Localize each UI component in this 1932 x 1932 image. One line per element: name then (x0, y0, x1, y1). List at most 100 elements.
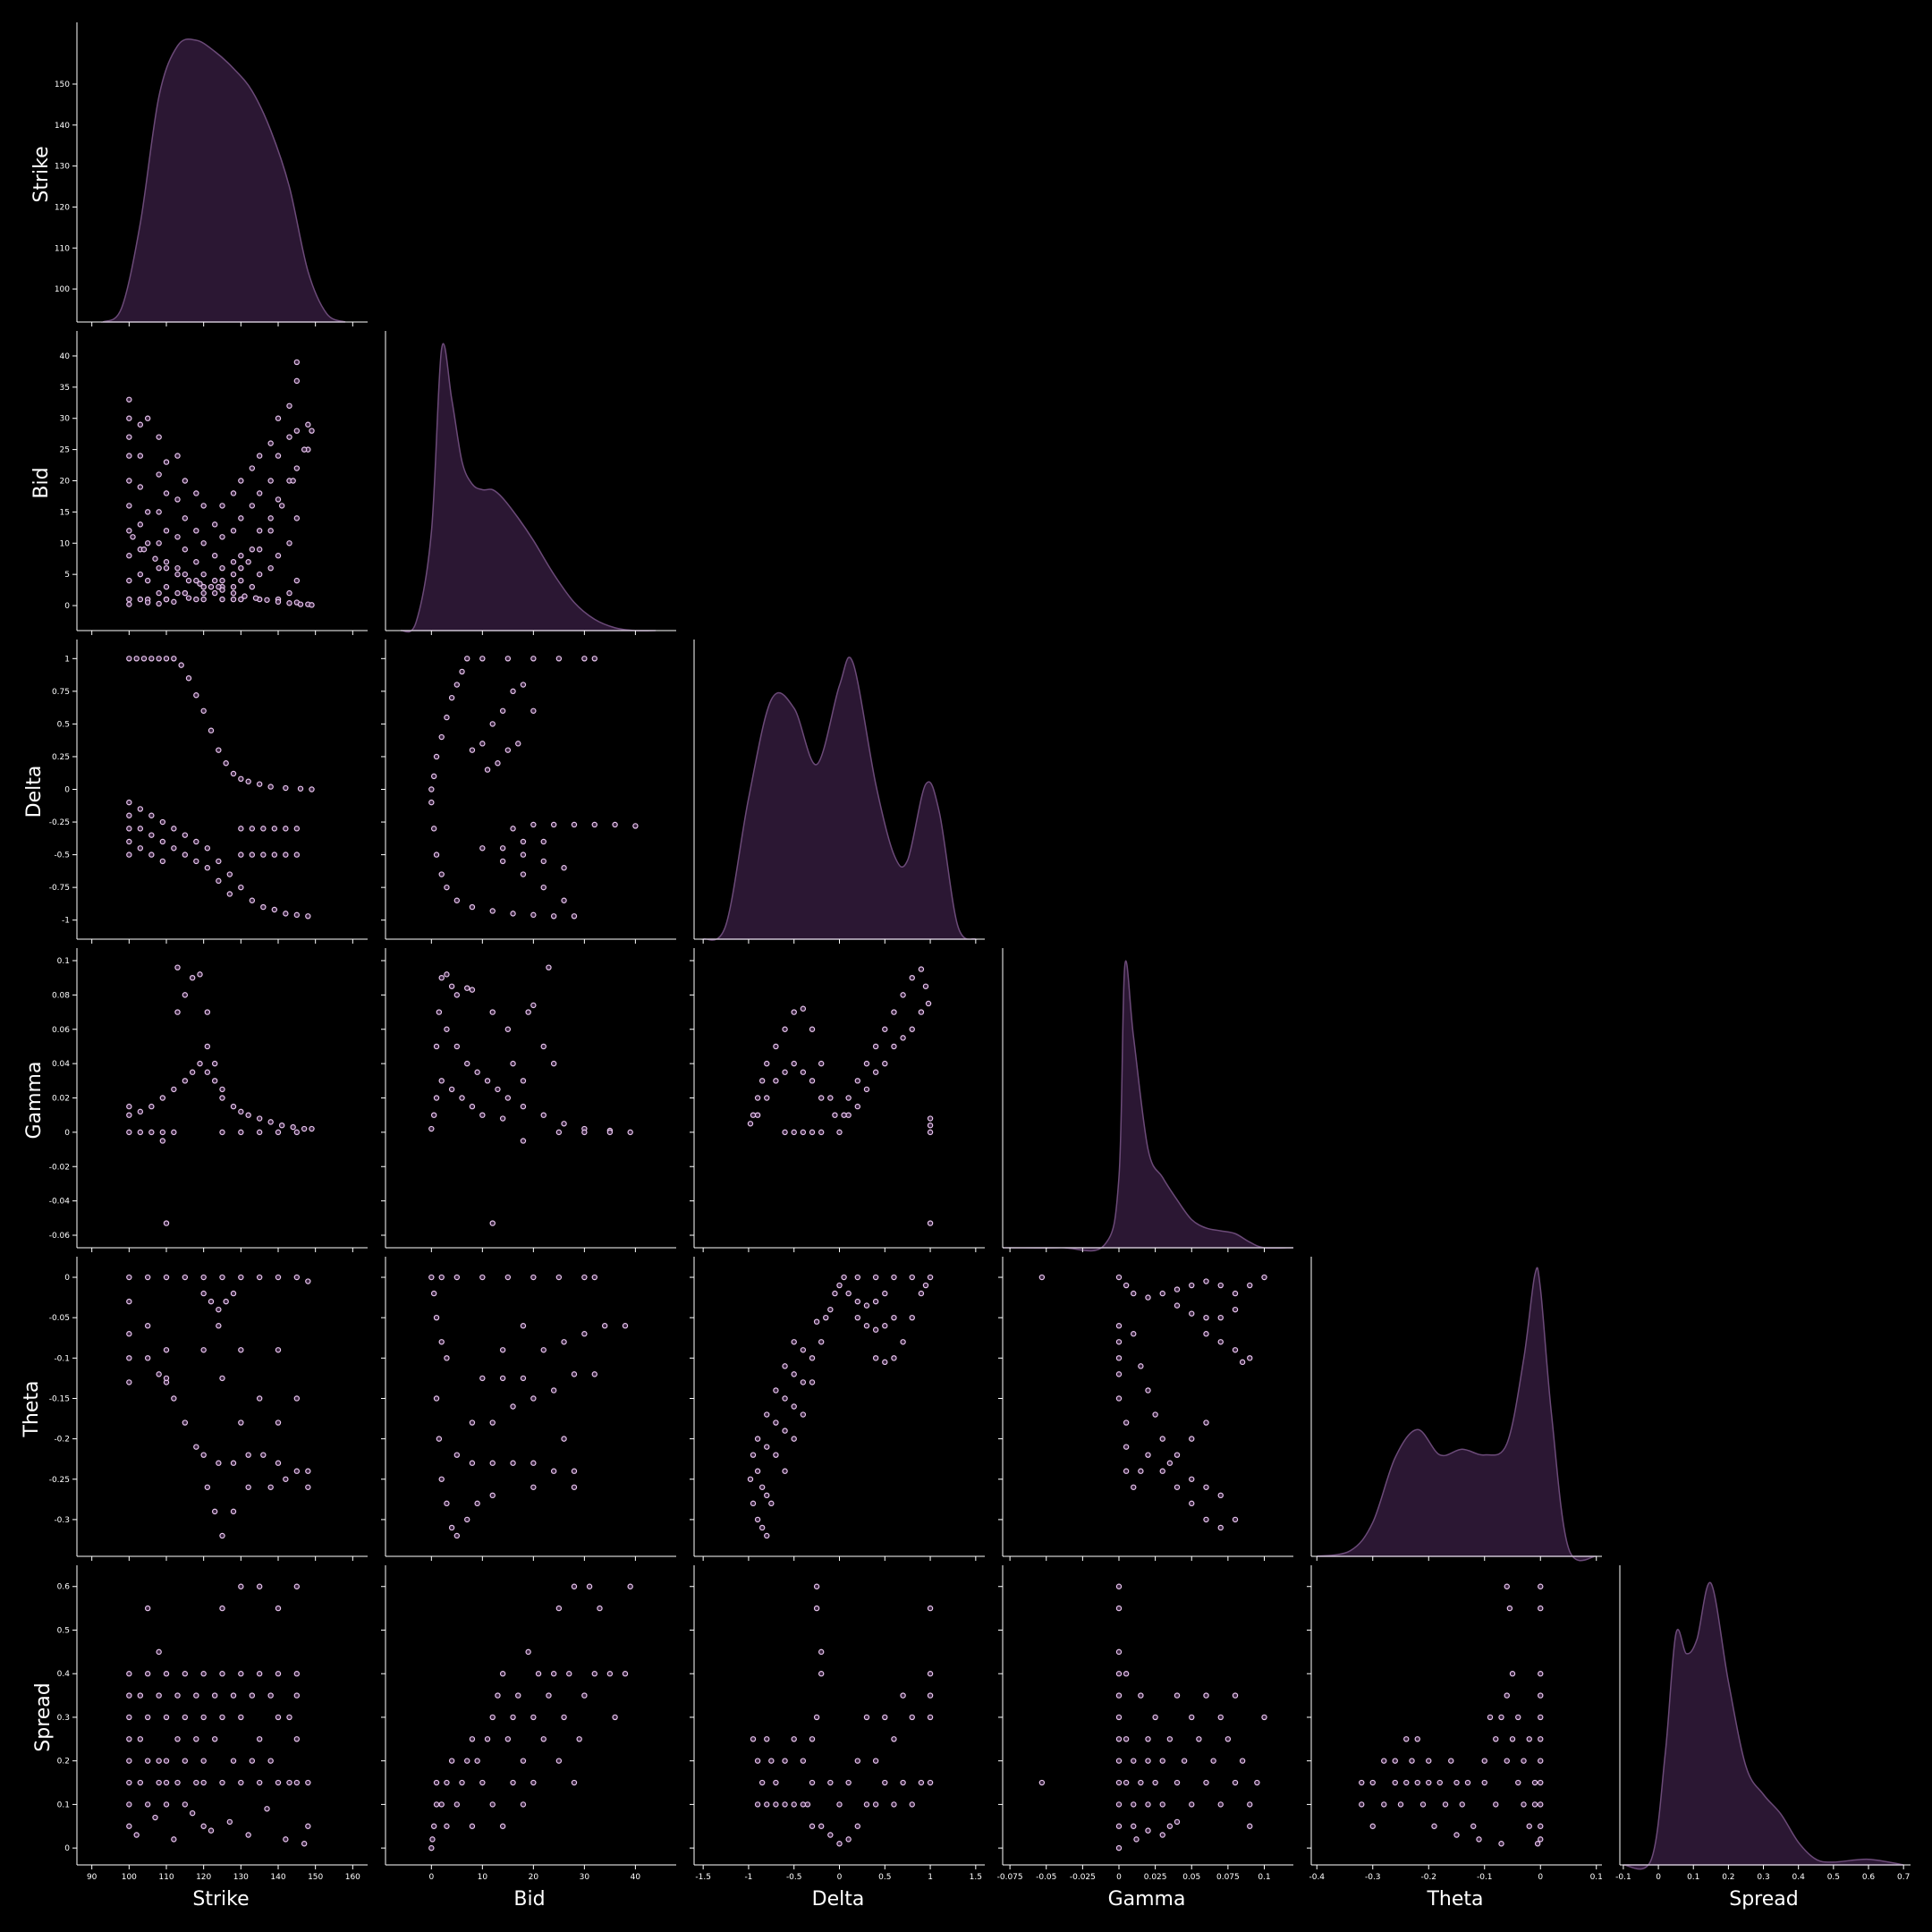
scatter-point-theta-vs-bid (438, 1274, 445, 1281)
y-tick-label-gamma-vs-strike: 0.08 (52, 991, 70, 1000)
scatter-point-spread-vs-theta (1538, 1714, 1544, 1721)
scatter-point-spread-vs-theta (1538, 1801, 1544, 1808)
scatter-point-spread-vs-bid (612, 1714, 618, 1721)
scatter-point-delta-vs-strike (256, 781, 263, 787)
scatter-point-spread-vs-delta (882, 1714, 888, 1721)
x-title-gamma: Gamma (1108, 1888, 1186, 1911)
scatter-point-spread-vs-theta (1369, 1823, 1376, 1829)
scatter-point-gamma-vs-delta (872, 1043, 879, 1050)
scatter-point-theta-vs-gamma (1115, 1371, 1123, 1377)
scatter-point-bid-vs-strike (230, 589, 237, 597)
scatter-point-theta-vs-gamma (1115, 1274, 1123, 1281)
scatter-point-spread-vs-strike (182, 1714, 189, 1721)
scatter-point-spread-vs-strike (275, 1671, 282, 1677)
scatter-point-spread-vs-bid (469, 1823, 476, 1829)
scatter-point-spread-vs-gamma (1115, 1605, 1123, 1612)
scatter-point-gamma-vs-bid (459, 1095, 465, 1101)
scatter-point-spread-vs-delta (782, 1758, 788, 1764)
scatter-point-spread-vs-delta (854, 1823, 861, 1829)
scatter-point-gamma-vs-strike (256, 1129, 263, 1136)
scatter-point-theta-vs-delta (872, 1326, 879, 1333)
scatter-point-delta-vs-bid (479, 741, 486, 747)
scatter-point-spread-vs-gamma (1232, 1779, 1239, 1786)
scatter-point-gamma-vs-strike (219, 1086, 225, 1093)
scatter-point-theta-vs-delta (863, 1302, 870, 1309)
scatter-point-theta-vs-gamma (1203, 1331, 1209, 1337)
scatter-point-gamma-vs-strike (171, 1086, 177, 1093)
scatter-point-spread-vs-bid (546, 1692, 552, 1699)
scatter-point-spread-vs-strike (238, 1779, 244, 1786)
x-tick-label-spread-kde: 0.3 (1757, 1873, 1769, 1882)
scatter-point-spread-vs-strike (193, 1779, 199, 1786)
scatter-point-bid-vs-strike (264, 597, 270, 603)
scatter-point-theta-vs-gamma (1217, 1339, 1224, 1345)
x-tick-label-spread-vs-gamma: 0.075 (1216, 1873, 1240, 1882)
scatter-point-spread-vs-gamma (1189, 1714, 1195, 1721)
x-tick-label-spread-vs-delta: 0.5 (878, 1873, 891, 1882)
scatter-point-spread-vs-bid (510, 1779, 516, 1786)
y-title-theta: Theta (21, 1380, 43, 1437)
scatter-point-delta-vs-strike (171, 656, 177, 662)
y-title-gamma: Gamma (23, 1062, 46, 1140)
x-title-strike: Strike (192, 1888, 249, 1911)
scatter-point-spread-vs-strike (249, 1758, 256, 1764)
scatter-point-theta-vs-bid (520, 1375, 527, 1382)
scatter-point-spread-vs-strike (137, 1692, 144, 1699)
scatter-point-gamma-vs-delta (918, 1009, 925, 1015)
scatter-point-bid-vs-strike (309, 602, 315, 608)
scatter-point-spread-vs-strike (305, 1779, 311, 1786)
scatter-point-spread-vs-gamma (1174, 1692, 1181, 1699)
scatter-point-theta-vs-bid (469, 1460, 476, 1466)
scatter-point-spread-vs-bid (555, 1605, 563, 1612)
scatter-point-spread-vs-strike (126, 1823, 132, 1829)
scatter-point-gamma-vs-delta (782, 1129, 788, 1136)
scatter-point-delta-vs-strike (182, 832, 189, 838)
scatter-point-spread-vs-delta (854, 1758, 861, 1764)
scatter-point-delta-vs-strike (305, 913, 311, 919)
scatter-point-delta-vs-strike (171, 826, 177, 832)
scatter-point-theta-vs-bid (469, 1419, 476, 1426)
scatter-point-theta-vs-gamma (1115, 1355, 1123, 1361)
scatter-point-gamma-vs-bid (464, 1060, 470, 1067)
y-tick-label-gamma-vs-strike: 0.02 (52, 1095, 70, 1104)
scatter-panel-spread-vs-delta (750, 1583, 934, 1847)
scatter-point-gamma-vs-delta (800, 1005, 807, 1012)
scatter-point-theta-vs-gamma (1203, 1419, 1209, 1426)
scatter-point-spread-vs-theta (1515, 1714, 1521, 1721)
scatter-point-theta-vs-bid (436, 1436, 443, 1442)
scatter-point-theta-vs-gamma (1203, 1516, 1209, 1523)
scatter-point-spread-vs-theta (1453, 1832, 1460, 1838)
scatter-point-spread-vs-theta (1459, 1801, 1465, 1808)
scatter-point-theta-vs-delta (764, 1411, 770, 1418)
scatter-point-spread-vs-bid (448, 1758, 455, 1764)
scatter-point-spread-vs-gamma (1115, 1583, 1123, 1589)
scatter-point-theta-vs-delta (922, 1282, 929, 1289)
y-tick-label-delta-vs-strike: 0 (64, 786, 70, 795)
scatter-point-gamma-vs-strike (301, 1125, 308, 1132)
scatter-point-delta-vs-bid (438, 871, 445, 877)
scatter-point-gamma-vs-delta (900, 1035, 906, 1041)
scatter-point-bid-vs-strike (163, 559, 170, 565)
scatter-point-spread-vs-gamma (1123, 1779, 1130, 1786)
scatter-point-theta-vs-delta (750, 1452, 757, 1458)
scatter-point-delta-vs-bid (464, 656, 470, 662)
scatter-point-bid-vs-strike (137, 484, 144, 490)
scatter-point-spread-vs-theta (1409, 1758, 1415, 1764)
scatter-point-gamma-vs-delta (750, 1112, 757, 1118)
scatter-point-theta-vs-gamma (1145, 1294, 1151, 1301)
scatter-point-gamma-vs-bid (479, 1112, 486, 1118)
scatter-point-spread-vs-strike (256, 1583, 263, 1589)
scatter-point-theta-vs-strike (305, 1468, 311, 1474)
scatter-point-spread-vs-theta (1538, 1736, 1544, 1742)
scatter-point-theta-vs-gamma (1189, 1436, 1195, 1442)
scatter-point-delta-vs-strike (238, 852, 244, 858)
scatter-point-gamma-vs-delta (809, 1078, 816, 1084)
scatter-point-gamma-vs-strike (137, 1129, 144, 1136)
scatter-point-delta-vs-strike (137, 826, 144, 832)
scatter-point-gamma-vs-strike (126, 1129, 132, 1136)
scatter-point-gamma-vs-delta (773, 1078, 779, 1084)
scatter-point-spread-vs-theta (1436, 1779, 1443, 1786)
scatter-point-spread-vs-bid (525, 1648, 531, 1656)
scatter-point-gamma-vs-delta (927, 1220, 934, 1226)
scatter-point-spread-vs-gamma (1159, 1801, 1165, 1808)
